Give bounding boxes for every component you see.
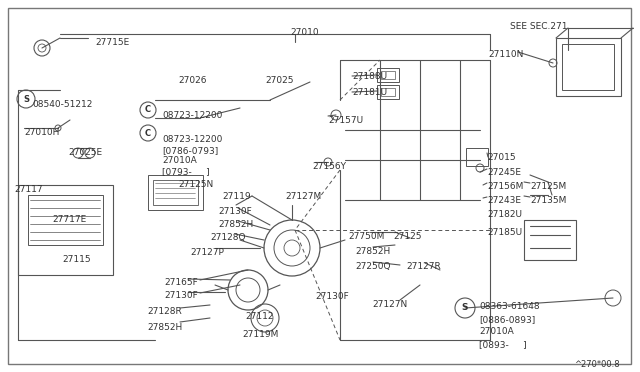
Text: 27127N: 27127N xyxy=(372,300,407,309)
Text: 27750M: 27750M xyxy=(348,232,385,241)
Text: 08723-12200: 08723-12200 xyxy=(162,135,222,144)
Bar xyxy=(556,38,621,96)
Text: 08540-51212: 08540-51212 xyxy=(32,100,92,109)
Text: 27025: 27025 xyxy=(265,76,294,85)
Bar xyxy=(377,85,399,99)
Text: [0886-0893]: [0886-0893] xyxy=(479,315,535,324)
Text: 27185U: 27185U xyxy=(487,228,522,237)
Text: 27125: 27125 xyxy=(393,232,422,241)
Text: 27112: 27112 xyxy=(245,312,273,321)
Text: 27852H: 27852H xyxy=(355,247,390,256)
Bar xyxy=(377,68,399,82)
Text: [0793-     ]: [0793- ] xyxy=(162,167,210,176)
Text: 27115: 27115 xyxy=(62,255,91,264)
Text: 27715E: 27715E xyxy=(95,38,129,47)
Text: 27852H: 27852H xyxy=(147,323,182,332)
Text: 27135M: 27135M xyxy=(530,196,566,205)
Text: 27119: 27119 xyxy=(222,192,251,201)
Text: 27127M: 27127M xyxy=(285,192,321,201)
Text: 27128R: 27128R xyxy=(147,307,182,316)
Bar xyxy=(466,148,488,166)
Bar xyxy=(153,180,198,205)
Text: 27188U: 27188U xyxy=(352,72,387,81)
Bar xyxy=(28,195,103,245)
Bar xyxy=(148,175,203,210)
Text: 27127R: 27127R xyxy=(406,262,441,271)
Text: 08723-12200: 08723-12200 xyxy=(162,111,222,120)
Text: 27026: 27026 xyxy=(178,76,207,85)
Text: 27852H: 27852H xyxy=(218,220,253,229)
Text: [0893-     ]: [0893- ] xyxy=(479,340,527,349)
Text: 27110N: 27110N xyxy=(488,50,524,59)
Text: S: S xyxy=(461,304,468,312)
Text: 27245E: 27245E xyxy=(487,168,521,177)
Text: 27117: 27117 xyxy=(14,185,43,194)
Text: 27156M: 27156M xyxy=(487,182,524,191)
Text: ^270*00.8: ^270*00.8 xyxy=(574,360,620,369)
Text: 27156Y: 27156Y xyxy=(312,162,346,171)
Bar xyxy=(381,71,395,79)
Text: 27243E: 27243E xyxy=(487,196,521,205)
Text: 27010H: 27010H xyxy=(24,128,60,137)
Text: 27165F: 27165F xyxy=(164,278,198,287)
Text: 27015: 27015 xyxy=(487,153,516,162)
Text: 27130F: 27130F xyxy=(164,291,198,300)
Text: C: C xyxy=(145,128,151,138)
Bar xyxy=(524,220,576,260)
Bar xyxy=(381,88,395,96)
Bar xyxy=(562,44,614,90)
Text: 27025E: 27025E xyxy=(68,148,102,157)
Text: 27130F: 27130F xyxy=(218,207,252,216)
Text: 08363-61648: 08363-61648 xyxy=(479,302,540,311)
Text: 27128Q: 27128Q xyxy=(210,233,246,242)
Text: 27717E: 27717E xyxy=(52,215,86,224)
Text: SEE SEC.271: SEE SEC.271 xyxy=(510,22,568,31)
Text: 27157U: 27157U xyxy=(328,116,363,125)
Text: 27010: 27010 xyxy=(290,28,319,37)
Text: 27181U: 27181U xyxy=(352,88,387,97)
Text: 27010A: 27010A xyxy=(162,156,196,165)
Text: 27125M: 27125M xyxy=(530,182,566,191)
Text: 27125N: 27125N xyxy=(178,180,213,189)
Text: S: S xyxy=(23,94,29,103)
Text: 27119M: 27119M xyxy=(242,330,278,339)
Bar xyxy=(18,185,113,275)
Text: 27182U: 27182U xyxy=(487,210,522,219)
Text: C: C xyxy=(145,106,151,115)
Text: 27130F: 27130F xyxy=(315,292,349,301)
Text: 27250Q: 27250Q xyxy=(355,262,390,271)
Text: 27127P: 27127P xyxy=(190,248,224,257)
Text: 27010A: 27010A xyxy=(479,327,514,336)
Text: [0786-0793]: [0786-0793] xyxy=(162,146,218,155)
